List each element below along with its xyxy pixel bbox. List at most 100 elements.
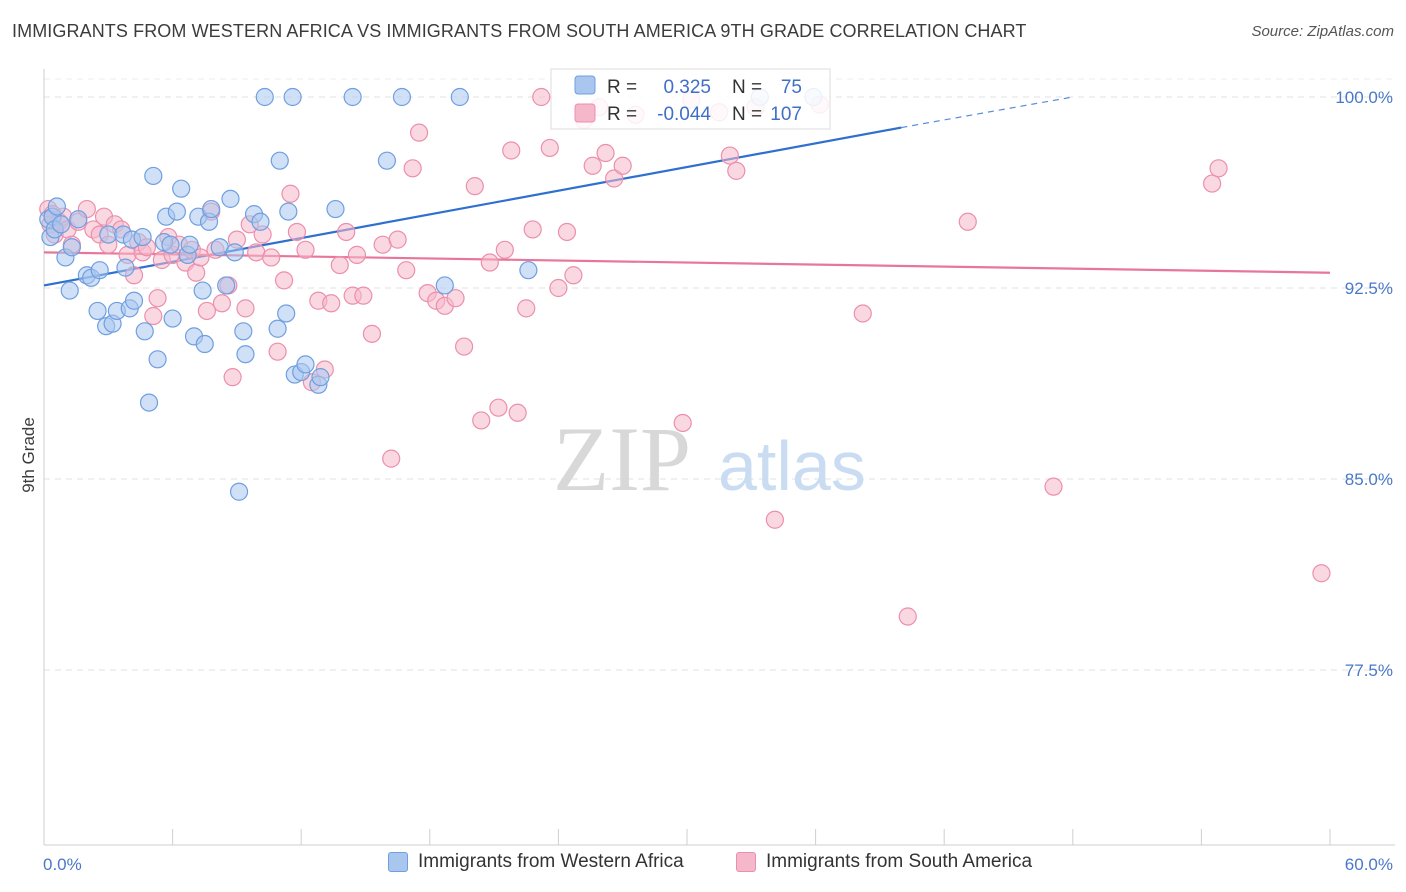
data-point: [296, 355, 315, 374]
data-point: [311, 368, 330, 387]
data-point: [322, 294, 341, 313]
data-point: [62, 238, 81, 257]
data-point: [60, 281, 79, 300]
data-point: [454, 337, 474, 356]
data-point: [52, 215, 71, 234]
data-point: [337, 222, 356, 242]
data-point: [326, 199, 345, 219]
data-point: [673, 413, 692, 433]
data-point: [296, 240, 315, 259]
data-point: [472, 411, 491, 430]
data-point: [69, 210, 88, 229]
x-tick-label-max: 60.0%: [1345, 855, 1393, 874]
data-point: [564, 266, 583, 285]
data-point: [116, 258, 135, 277]
source-credit: Source: ZipAtlas.com: [1251, 23, 1394, 40]
data-point: [255, 87, 274, 107]
stats-legend: R = 0.325 N = 75 R = -0.044 N = 107: [550, 68, 831, 130]
data-point: [279, 202, 298, 221]
legend-swatch-blue: [388, 852, 408, 872]
series-south-america-points: [39, 87, 1331, 626]
data-point: [135, 322, 154, 341]
data-point: [262, 248, 281, 267]
data-point: [557, 222, 577, 242]
data-point: [90, 261, 109, 280]
data-point: [489, 398, 508, 417]
data-point: [133, 227, 152, 247]
data-point: [330, 255, 349, 275]
data-point: [167, 202, 186, 221]
trend-line-western-africa-extension: [901, 96, 1073, 129]
data-point: [517, 299, 536, 318]
legend-r-label: R =: [607, 104, 637, 125]
data-point: [397, 261, 416, 280]
data-point: [502, 141, 521, 160]
data-point: [765, 510, 784, 529]
legend-r-value-pink: -0.044: [657, 104, 711, 125]
data-point: [281, 184, 300, 203]
data-point: [508, 403, 527, 422]
data-point: [1044, 477, 1063, 496]
data-point: [234, 322, 253, 341]
data-point: [519, 261, 538, 280]
data-point: [549, 278, 568, 298]
legend-n-value-blue: 75: [781, 77, 802, 98]
data-point: [495, 240, 514, 259]
watermark: ZIP atlas: [553, 408, 866, 510]
y-tick-labels: 77.5% 85.0% 92.5% 100.0%: [1335, 88, 1393, 680]
data-point: [163, 309, 182, 328]
axes: [43, 69, 1395, 846]
data-point: [605, 169, 624, 188]
data-point: [720, 146, 739, 165]
data-point: [195, 334, 214, 354]
y-tick-label: 92.5%: [1345, 279, 1393, 298]
y-axis-label: 9th Grade: [19, 417, 38, 493]
data-point: [362, 324, 382, 343]
data-point: [223, 368, 242, 387]
data-point: [409, 123, 429, 142]
data-point: [596, 143, 615, 163]
data-point: [403, 159, 422, 178]
y-tick-label: 85.0%: [1345, 470, 1393, 489]
watermark-atlas: atlas: [718, 427, 866, 505]
data-point: [343, 87, 362, 107]
data-point: [354, 286, 373, 305]
data-point: [172, 179, 191, 198]
data-point: [287, 222, 307, 242]
legend-swatch-pink: [736, 852, 756, 872]
data-point: [148, 350, 167, 369]
data-point: [277, 304, 296, 323]
data-point: [958, 212, 977, 231]
data-point: [229, 482, 249, 501]
data-point: [450, 87, 469, 107]
data-point: [613, 156, 632, 175]
data-point: [197, 301, 216, 321]
data-point: [523, 220, 542, 239]
legend-swatch-pink: [574, 103, 596, 123]
legend-item-south-america: Immigrants from South America: [736, 851, 1032, 873]
legend-r-value-blue: 0.325: [663, 77, 711, 98]
y-tick-label: 77.5%: [1345, 661, 1393, 680]
legend-n-label: N =: [732, 77, 762, 98]
data-point: [139, 393, 159, 412]
data-point: [480, 253, 499, 272]
data-point: [1209, 159, 1228, 178]
data-point: [124, 291, 144, 310]
data-point: [202, 199, 221, 219]
data-point: [898, 607, 917, 626]
grid-lines: [44, 78, 1395, 671]
data-point: [727, 161, 746, 180]
data-point: [1312, 564, 1331, 583]
data-point: [251, 212, 270, 231]
data-point: [268, 342, 287, 361]
data-point: [347, 245, 367, 264]
data-point: [583, 156, 602, 175]
data-point: [283, 87, 302, 107]
y-tick-label: 100.0%: [1335, 88, 1393, 107]
data-point: [161, 235, 180, 254]
data-point: [465, 177, 484, 196]
data-point: [88, 301, 107, 321]
data-point: [144, 166, 163, 186]
legend-n-value-pink: 107: [770, 104, 802, 125]
